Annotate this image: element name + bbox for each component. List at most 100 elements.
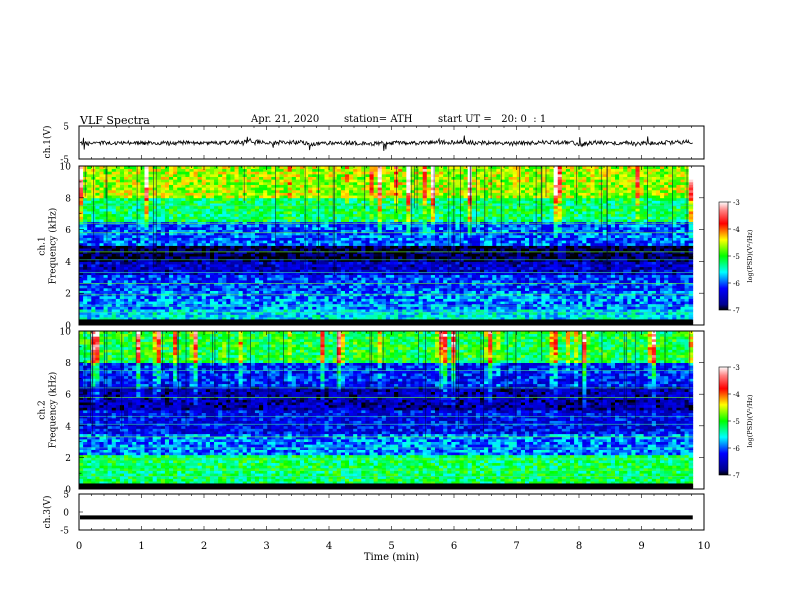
ch1_spectrogram-cell [287,274,293,278]
ch1_spectrogram-cell [87,306,92,310]
ch1_spectrogram-cell [488,248,493,252]
ch1_spectrogram-cell [639,261,645,265]
ch1_spectrogram-cell [214,256,219,260]
ch1_spectrogram-cell [520,298,526,302]
ch1_spectrogram-cell [169,248,178,252]
ch1_spectrogram-cell [398,266,403,270]
ch1_spectrogram-cell [209,237,215,241]
ch1_spectrogram-cell [459,240,465,244]
ch1_spectrogram-cell [205,309,211,313]
ch1_spectrogram-cell [177,279,182,283]
ch1_spectrogram-cell [606,303,612,307]
ch1_spectrogram-cell [479,274,485,278]
ch1_spectrogram-cell [418,277,424,281]
ch1_spectrogram-cell [373,261,379,265]
ch1_spectrogram-cell [434,290,440,294]
ch1_spectrogram-cell [279,311,284,315]
ch1_spectrogram-cell [132,282,137,286]
ch1_spectrogram-cell [279,269,284,273]
ch1_spectrogram-cell [647,250,653,254]
ch1_spectrogram-cell [398,303,403,307]
ch1_spectrogram-cell [647,317,653,321]
ch1_spectrogram-cell [308,277,313,281]
ch1_spectrogram-cell [627,306,632,310]
ch1_spectrogram-cell [181,309,186,313]
ch1_spectrogram-cell [516,248,522,252]
ch1_spectrogram-cell [140,298,145,302]
ch1_spectrogram-cell [545,272,550,276]
ch1_spectrogram-cell [144,258,149,262]
ch1_spectrogram-cell [295,290,301,294]
ch1_spectrogram-cell [631,311,636,315]
ch1_spectrogram-cell [512,290,518,294]
ch1_spectrogram-cell [606,261,612,265]
ch1_spectrogram-cell [414,290,420,294]
ch1_spectrogram-cell [570,237,575,241]
ch1_spectrogram-cell [398,311,403,315]
ch1_spectrogram-cell [586,306,591,310]
ch1_spectrogram-cell [136,240,141,244]
ch1_spectrogram-cell [320,285,325,289]
ch1_spectrogram-cell [631,272,636,276]
ch1_spectrogram-cell [647,306,653,310]
ch1_spectrogram-cell [561,234,567,238]
ch1_spectrogram-cell [140,282,145,286]
ch1_spectrogram-cell [668,279,673,283]
ch1_spectrogram-cell [169,240,174,244]
ch1_spectrogram-cell [492,279,497,283]
ch1_spectrogram-cell [623,248,628,252]
ch1_spectrogram-cell [254,261,260,265]
ch1_spectrogram-cell [623,306,628,310]
ch1_spectrogram-cell [508,250,514,254]
ch1_spectrogram-cell [222,242,227,246]
ch1_spectrogram-cell [598,269,604,273]
ch1_spectrogram-cell [500,282,505,286]
ch1_spectrogram-cell [520,303,526,307]
ch1_spectrogram-cell [169,290,174,294]
ch1_spectrogram-cell [635,264,640,268]
ch1_spectrogram-cell [631,266,636,270]
ch1_spectrogram-cell [324,272,329,276]
ch1_spectrogram-cell [418,285,424,289]
ch1_spectrogram-cell [512,245,518,249]
ch1_spectrogram-cell [377,240,383,244]
ch1_spectrogram-cell [430,232,436,236]
ch1_spectrogram-cell [394,274,399,278]
ch1_spectrogram-cell [578,256,583,260]
ch1_spectrogram-cell [394,317,399,321]
ch1_spectrogram-cell [349,290,354,294]
ch1_spectrogram-cell [140,295,145,299]
ch1_spectrogram-cell [169,245,178,249]
ch1_spectrogram-cell [586,314,591,318]
ch1_spectrogram-cell [287,266,293,270]
ch1_spectrogram-cell [377,229,383,233]
ch1_spectrogram-cell [373,290,379,294]
ch1_spectrogram-cell [344,245,354,249]
ch1_spectrogram-cell [209,261,215,265]
ch1_spectrogram-cell [549,240,555,244]
ch1_spectrogram-cell [295,298,301,302]
ch1_spectrogram-cell [332,317,338,321]
ch1_spectrogram-cell [615,311,620,315]
ch1_spectrogram-cell [410,298,415,302]
ch1_spectrogram-cell [385,285,391,289]
ch1_spectrogram-cell [107,232,113,236]
ch1_spectrogram-cell [291,317,297,321]
ch1_spectrogram-cell [259,242,264,246]
ch1_spectrogram-cell [299,295,305,299]
ch1_spectrogram-cell [328,298,334,302]
ch1_spectrogram-cell [324,232,329,236]
ch1_spectrogram-cell [492,277,497,281]
ch1_spectrogram-cell [377,245,383,249]
ch1_spectrogram-cell [316,245,325,249]
ch1_spectrogram-cell [426,295,432,299]
ch1_spectrogram-cell [500,245,505,249]
ch1_spectrogram-cell [164,240,170,244]
ch1_spectrogram-cell [439,253,444,257]
ch1_spectrogram-cell [279,253,289,257]
ch1_spectrogram-cell [402,282,407,286]
ch1_spectrogram-cell [443,306,448,310]
ch1_spectrogram-cell [365,269,370,273]
ch1_spectrogram-cell [660,269,665,273]
ch1_spectrogram-cell [259,277,264,281]
